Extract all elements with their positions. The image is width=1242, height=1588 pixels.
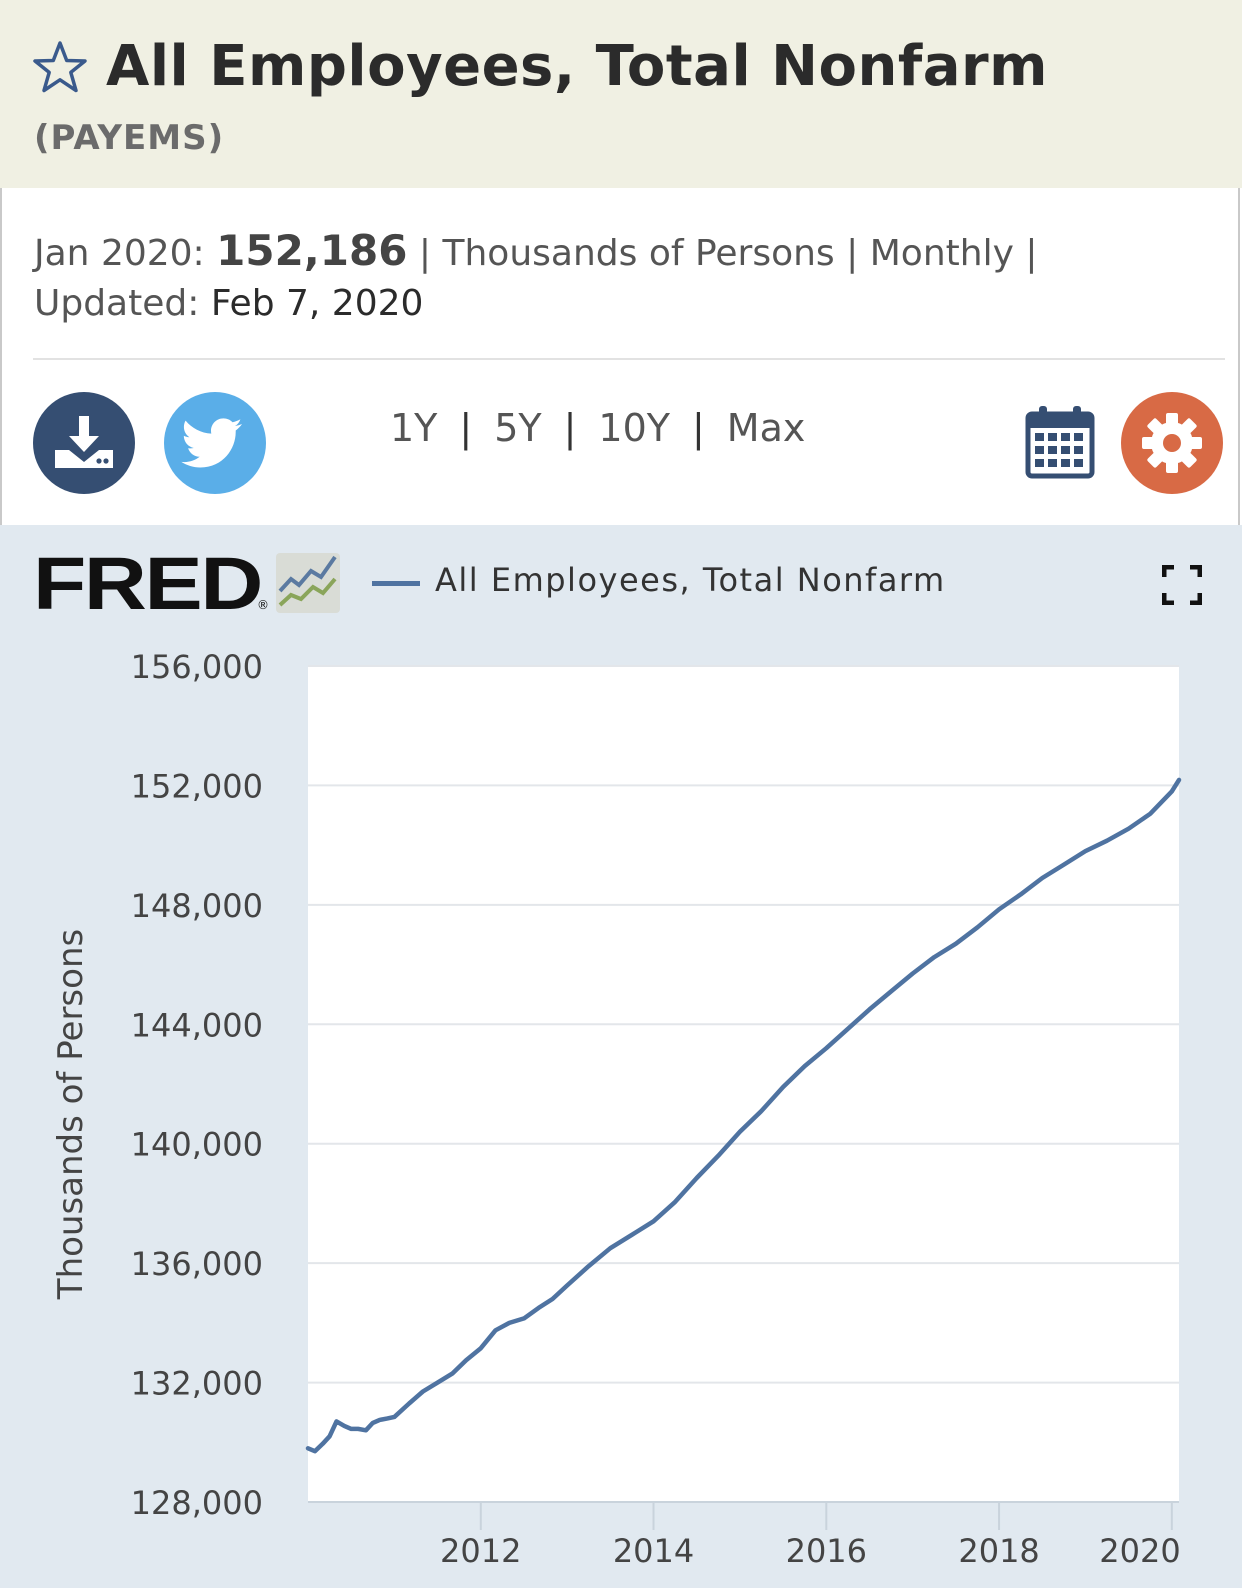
date-range-selector: 1Y | 5Y | 10Y | Max xyxy=(390,406,805,450)
separator: | xyxy=(563,406,577,450)
separator: | xyxy=(1025,233,1038,274)
plot-area xyxy=(308,666,1179,1502)
updated-line: Updated: Feb 7, 2020 xyxy=(34,283,423,324)
twitter-icon xyxy=(181,418,242,468)
observation-value: 152,186 xyxy=(216,226,408,275)
series-header: All Employees, Total Nonfarm (PAYEMS) xyxy=(0,0,1242,188)
fred-logo[interactable]: FRED ® xyxy=(33,549,343,619)
x-tick-label: 2018 xyxy=(958,1532,1039,1570)
y-tick-label: 148,000 xyxy=(131,887,263,925)
line-chart: 128,000 132,000 136,000 140,000 144,000 148,0… xyxy=(51,648,1182,1570)
y-tick-label: 132,000 xyxy=(131,1365,263,1403)
y-tick-label: 136,000 xyxy=(131,1245,263,1283)
series-id: (PAYEMS) xyxy=(34,118,225,158)
range-max[interactable]: Max xyxy=(726,406,806,450)
updated-label: Updated: xyxy=(34,283,200,324)
twitter-share-button[interactable] xyxy=(164,392,266,494)
x-tick-label: 2016 xyxy=(786,1532,867,1570)
separator: | xyxy=(418,233,432,274)
units-label: Thousands of Persons xyxy=(442,233,835,274)
gear-icon xyxy=(1142,413,1202,473)
y-tick-label: 156,000 xyxy=(131,648,263,686)
divider xyxy=(33,358,1225,360)
separator: | xyxy=(459,406,473,450)
x-tick-label: 2020 xyxy=(1099,1532,1180,1570)
separator: | xyxy=(846,233,859,274)
updated-date: Feb 7, 2020 xyxy=(210,283,424,324)
y-axis-label: Thousands of Persons xyxy=(51,929,91,1300)
separator: | xyxy=(691,406,705,450)
y-tick-label: 128,000 xyxy=(131,1484,263,1522)
fred-logo-text: FRED xyxy=(33,549,261,619)
observation-summary: Jan 2020: 152,186 | Thousands of Persons… xyxy=(34,226,1037,275)
series-line xyxy=(305,777,1182,1454)
x-tick-label: 2012 xyxy=(440,1532,521,1570)
calendar-icon xyxy=(1025,406,1095,479)
chart-panel: FRED ® All Employees, Total Nonfarm 128,… xyxy=(0,525,1242,1588)
observation-period: Jan 2020: xyxy=(34,233,205,274)
download-button[interactable] xyxy=(33,392,135,494)
range-10y[interactable]: 10Y xyxy=(598,406,670,450)
calendar-button[interactable] xyxy=(1025,404,1095,480)
range-1y[interactable]: 1Y xyxy=(390,406,438,450)
legend-swatch xyxy=(372,581,420,586)
registered-mark: ® xyxy=(257,598,269,612)
settings-button[interactable] xyxy=(1121,392,1223,494)
fred-logo-graph-icon xyxy=(276,553,340,613)
x-tick-label: 2014 xyxy=(613,1532,694,1570)
y-tick-label: 152,000 xyxy=(131,767,263,805)
frequency-label: Monthly xyxy=(869,233,1014,274)
y-tick-label: 144,000 xyxy=(131,1006,263,1044)
star-icon[interactable] xyxy=(32,40,88,96)
legend-label: All Employees, Total Nonfarm xyxy=(435,561,946,599)
y-tick-label: 140,000 xyxy=(131,1126,263,1164)
page-title: All Employees, Total Nonfarm xyxy=(106,34,1048,99)
fullscreen-icon[interactable] xyxy=(1162,565,1202,605)
range-5y[interactable]: 5Y xyxy=(494,406,542,450)
download-icon xyxy=(55,416,113,468)
